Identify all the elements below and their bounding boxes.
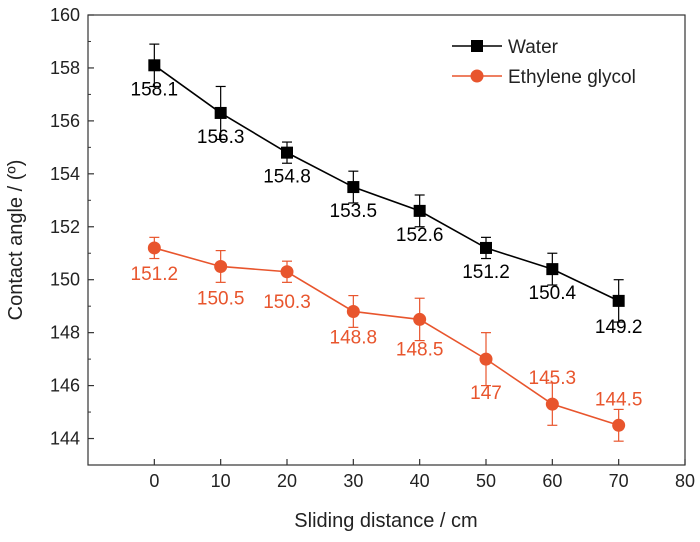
data-point <box>413 312 427 326</box>
data-label: 148.5 <box>396 339 444 360</box>
data-label: 154.8 <box>263 167 311 188</box>
x-tick-label: 20 <box>277 471 297 491</box>
data-point <box>480 241 492 254</box>
data-point <box>479 352 493 366</box>
x-axis-title: Sliding distance / cm <box>294 510 477 532</box>
data-label: 150.4 <box>529 283 577 304</box>
data-label: 153.5 <box>330 201 378 222</box>
y-tick-label: 152 <box>50 217 80 237</box>
data-point <box>214 106 227 119</box>
x-tick-label: 10 <box>211 471 231 491</box>
y-tick-label: 144 <box>50 429 80 449</box>
y-axis-title: Contact angle / (º) <box>5 160 27 321</box>
data-point <box>546 263 559 276</box>
data-label: 152.6 <box>396 225 444 246</box>
series-layer: 158.1 156.3 154.8 153.5 152.6 151.2 150.4 149.2… <box>131 43 643 442</box>
data-point <box>148 59 161 72</box>
data-point <box>147 241 161 255</box>
legend-label: Ethylene glycol <box>508 67 636 88</box>
data-label: 145.3 <box>529 368 577 389</box>
plot-frame-group <box>87 14 686 466</box>
y-tick-label: 154 <box>50 164 80 184</box>
x-tick-label: 50 <box>476 471 496 491</box>
legend: Water Ethylene glycol <box>452 37 636 88</box>
data-point <box>346 304 360 318</box>
series-line <box>154 247 619 427</box>
data-label: 150.5 <box>197 288 245 309</box>
legend-marker <box>470 69 484 83</box>
legend-label: Water <box>508 37 559 58</box>
data-point <box>612 418 626 432</box>
y-tick-label: 160 <box>50 5 80 25</box>
y-tick-label: 156 <box>50 111 80 131</box>
x-tick-label: 60 <box>542 471 562 491</box>
data-label: 148.8 <box>330 327 378 348</box>
data-point <box>413 204 426 217</box>
y-axis: 144 146 148 150 152 154 156 158 160 <box>50 5 94 466</box>
x-tick-label: 30 <box>343 471 363 491</box>
x-tick-label: 0 <box>149 471 159 491</box>
data-point <box>545 397 559 411</box>
x-tick-label: 40 <box>410 471 430 491</box>
x-tick-label: 70 <box>609 471 629 491</box>
data-label: 149.2 <box>595 317 643 338</box>
data-label: 156.3 <box>197 127 245 148</box>
y-tick-label: 150 <box>50 270 80 290</box>
legend-marker <box>471 40 483 52</box>
data-point <box>214 259 228 273</box>
y-tick-label: 148 <box>50 323 80 343</box>
data-point <box>281 146 293 159</box>
plot-frame <box>87 14 686 466</box>
legend-item-water: Water <box>452 37 559 58</box>
x-tick-label: 80 <box>675 471 695 491</box>
data-point <box>347 181 360 194</box>
data-label: 151.2 <box>131 264 179 285</box>
data-label: 144.5 <box>595 389 643 410</box>
series-ethylene-glycol: 151.2 150.5 150.3 148.8 148.5 147 145.3 144.5 <box>131 236 643 442</box>
legend-item-ethylene-glycol: Ethylene glycol <box>452 67 636 88</box>
y-tick-label: 158 <box>50 58 80 78</box>
data-label: 158.1 <box>131 79 179 100</box>
data-point <box>612 294 625 307</box>
data-label: 147 <box>470 383 502 404</box>
series-water: 158.1 156.3 154.8 153.5 152.6 151.2 150.4 149.2 <box>131 43 643 338</box>
y-tick-label: 146 <box>50 376 80 396</box>
data-label: 150.3 <box>263 292 311 313</box>
x-axis: 0 10 20 30 40 50 60 70 80 <box>149 459 695 491</box>
data-point <box>280 265 294 279</box>
data-label: 151.2 <box>462 262 510 283</box>
series-line <box>153 64 620 302</box>
